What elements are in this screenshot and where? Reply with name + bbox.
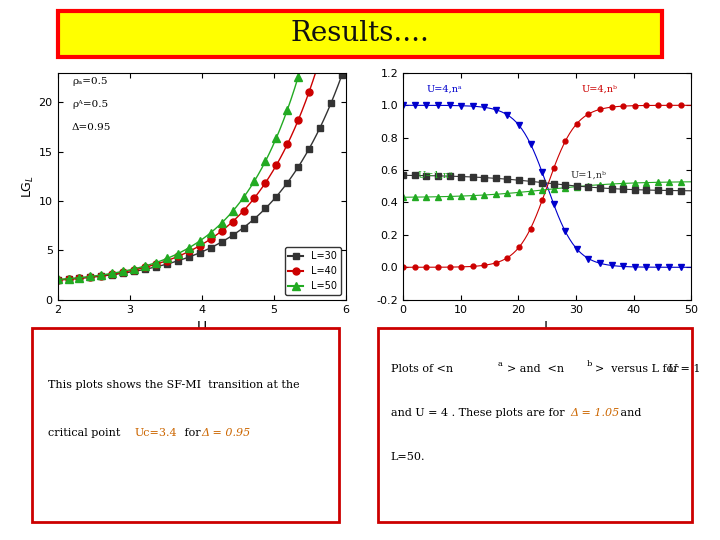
Text: U: U	[667, 364, 677, 374]
Text: Δ = 1.05: Δ = 1.05	[570, 408, 620, 418]
FancyBboxPatch shape	[378, 328, 692, 522]
Y-axis label: LG$_L$: LG$_L$	[21, 175, 36, 198]
Text: > and  <n: > and <n	[507, 364, 564, 374]
Text: U=1,nᵇ: U=1,nᵇ	[570, 171, 606, 179]
Text: L=50.: L=50.	[391, 452, 425, 462]
Text: U=1,nᵃ: U=1,nᵃ	[418, 171, 453, 179]
Text: critical point: critical point	[48, 428, 124, 438]
Text: Δ=0.95: Δ=0.95	[72, 123, 112, 132]
Text: Results....: Results....	[291, 20, 429, 47]
Text: a: a	[498, 360, 503, 368]
Text: for: for	[181, 428, 204, 438]
Text: U=4,nᵇ: U=4,nᵇ	[582, 84, 618, 93]
Text: >  versus L for: > versus L for	[595, 364, 682, 374]
Text: b: b	[587, 360, 592, 368]
Legend: L=30, L=40, L=50: L=30, L=40, L=50	[284, 247, 341, 295]
FancyBboxPatch shape	[32, 328, 339, 522]
Text: Uc=3.4: Uc=3.4	[135, 428, 178, 438]
Text: Plots of <n: Plots of <n	[391, 364, 453, 374]
Text: Δ = 0.95: Δ = 0.95	[202, 428, 251, 438]
Text: ρᴬ=0.5: ρᴬ=0.5	[72, 100, 108, 109]
Text: = 1: = 1	[678, 364, 701, 374]
FancyBboxPatch shape	[58, 11, 662, 57]
Text: and: and	[618, 408, 642, 418]
Text: This plots shows the SF-MI  transition at the: This plots shows the SF-MI transition at…	[48, 380, 300, 390]
Text: ρₐ=0.5: ρₐ=0.5	[72, 77, 107, 86]
Text: and U = 4 . These plots are for: and U = 4 . These plots are for	[391, 408, 568, 418]
Text: U=4,nᵃ: U=4,nᵃ	[426, 84, 462, 93]
X-axis label: L: L	[544, 320, 551, 334]
X-axis label: U: U	[197, 320, 207, 334]
